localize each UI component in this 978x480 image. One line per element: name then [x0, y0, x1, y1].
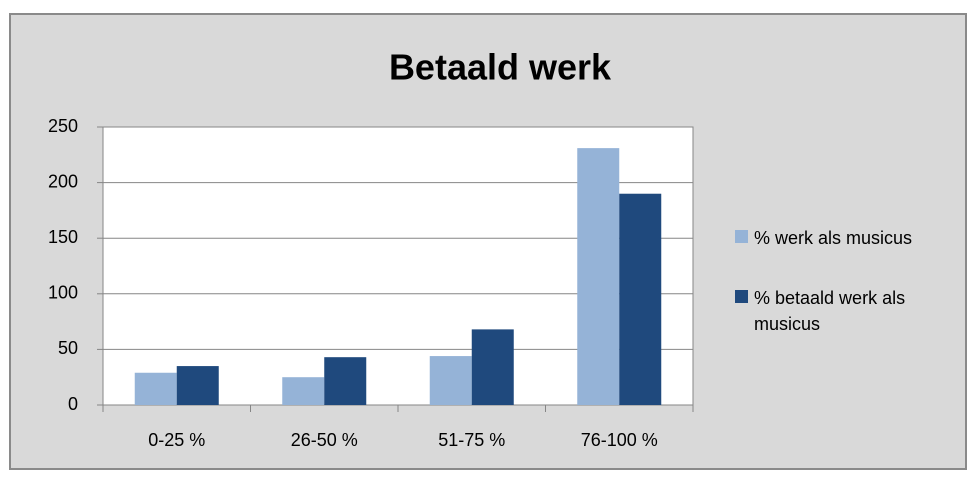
bar	[134, 372, 177, 405]
y-tick-label: 50	[58, 338, 78, 358]
legend-label: % werk als musicus	[754, 228, 913, 248]
x-tick-label: 51-75 %	[438, 430, 505, 450]
bar	[324, 357, 367, 405]
bar	[282, 377, 325, 405]
y-tick-label: 250	[48, 116, 78, 136]
chart-title: Betaald werk	[389, 47, 612, 88]
bar	[619, 193, 662, 405]
legend-item: % werk als musicus	[735, 225, 965, 251]
y-tick-label: 200	[48, 171, 78, 191]
x-tick-label: 0-25 %	[148, 430, 205, 450]
y-tick-label: 0	[68, 394, 78, 414]
legend-label: % betaald werk als musicus	[754, 288, 906, 334]
y-tick-label: 150	[48, 227, 78, 247]
legend-swatch	[735, 290, 748, 303]
bar	[429, 356, 472, 405]
legend-swatch	[735, 230, 748, 243]
bar	[471, 329, 514, 405]
legend: % werk als musicus % betaald werk als mus…	[735, 225, 965, 371]
y-tick-label: 100	[48, 283, 78, 303]
bar	[176, 366, 219, 405]
legend-item: % betaald werk als musicus	[735, 285, 965, 337]
x-tick-label: 76-100 %	[581, 430, 658, 450]
x-tick-label: 26-50 %	[291, 430, 358, 450]
bar	[577, 148, 620, 406]
